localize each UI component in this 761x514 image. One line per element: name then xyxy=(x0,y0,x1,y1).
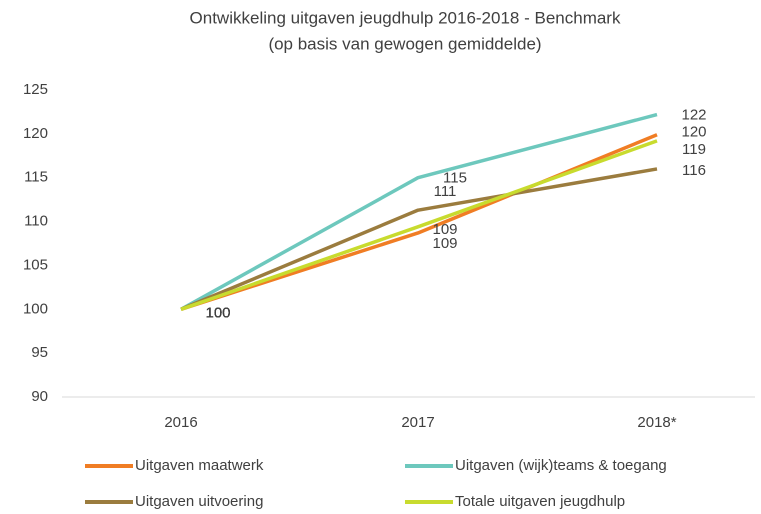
series-line xyxy=(180,167,658,311)
y-tick-label: 100 xyxy=(23,300,48,317)
data-label: 100 xyxy=(205,304,230,321)
chart-title: Ontwikkeling uitgaven jeugdhulp 2016-201… xyxy=(190,8,621,27)
data-label: 122 xyxy=(681,107,706,124)
legend-label: Uitgaven uitvoering xyxy=(135,493,263,510)
legend-label: Uitgaven maatwerk xyxy=(135,457,264,474)
y-tick-label: 110 xyxy=(24,213,48,230)
y-tick-label: 125 xyxy=(23,81,48,98)
chart-subtitle: (op basis van gewogen gemiddelde) xyxy=(268,34,541,53)
legend-label: Uitgaven (wijk)teams & toegang xyxy=(455,457,667,474)
data-label: 100 xyxy=(205,304,230,321)
data-label: 120 xyxy=(681,124,706,141)
data-label: 119 xyxy=(682,141,706,158)
data-label: 115 xyxy=(443,170,467,187)
x-tick-label: 2016 xyxy=(164,414,197,431)
y-tick-label: 90 xyxy=(31,388,48,405)
y-tick-label: 95 xyxy=(31,344,48,361)
series-line xyxy=(180,112,658,311)
x-tick-label: 2017 xyxy=(401,414,434,431)
x-tick-label: 2018* xyxy=(637,414,676,431)
data-label: 111 xyxy=(434,183,457,200)
series-line xyxy=(180,133,658,311)
data-label: 116 xyxy=(682,162,706,179)
y-tick-label: 115 xyxy=(24,169,48,186)
data-label: 109 xyxy=(432,221,457,238)
legend-label: Totale uitgaven jeugdhulp xyxy=(455,493,625,510)
data-label: 100 xyxy=(205,304,230,321)
data-label: 109 xyxy=(432,235,457,252)
y-tick-label: 105 xyxy=(23,256,48,273)
y-tick-label: 120 xyxy=(23,125,48,142)
series-line xyxy=(180,139,658,311)
data-label: 100 xyxy=(205,304,230,321)
